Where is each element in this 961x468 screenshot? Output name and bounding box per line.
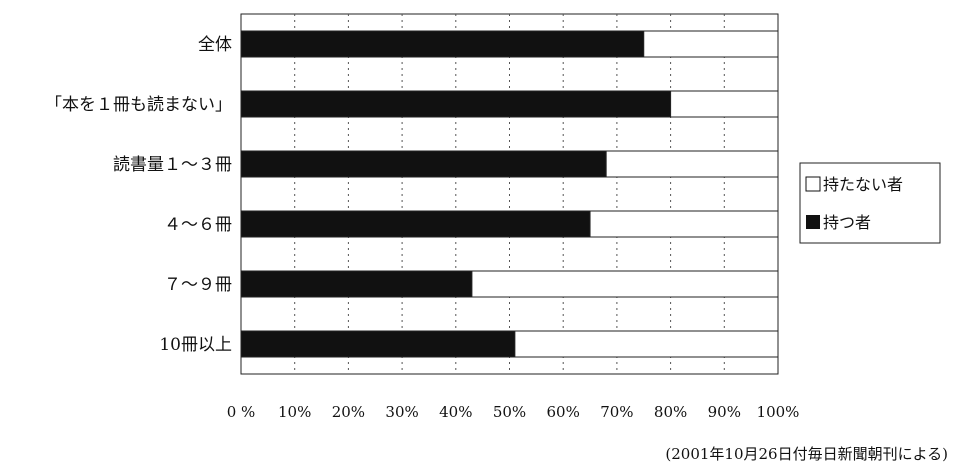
x-tick-label-90: 90% [708, 403, 741, 421]
x-tick-label-40: 40% [439, 403, 472, 421]
bar-none-5 [514, 330, 779, 358]
source-note: (2001年10月26日付毎日新聞朝刊による) [665, 445, 948, 463]
category-label-0: 全体 [198, 35, 232, 55]
legend: 持たない者 持つ者 [799, 162, 941, 244]
x-tick-label-10: 10% [278, 403, 311, 421]
x-tick-labels: 0 % 10% 20% 30% 40% 50% 60% 70% 80% 90% 100% [227, 403, 800, 421]
bar-have-4 [240, 270, 473, 298]
category-label-1: 「本を１冊も読まない」 [45, 95, 232, 115]
x-tick-label-80: 80% [654, 403, 687, 421]
legend-label-have: 持つ者 [823, 213, 871, 232]
bar-have-1 [240, 90, 672, 118]
legend-box [799, 162, 941, 244]
bar-none-0 [643, 30, 779, 58]
plot-area [240, 13, 779, 375]
bars [240, 30, 779, 358]
bar-have-3 [240, 210, 591, 238]
category-label-5: 10冊以上 [159, 335, 232, 355]
category-label-3: ４～６冊 [164, 215, 232, 235]
bar-none-3 [589, 210, 779, 238]
legend-swatch-none [805, 176, 821, 192]
legend-label-none: 持たない者 [823, 175, 903, 194]
category-label-2: 読書量１～３冊 [113, 155, 232, 175]
x-tick-label-100: 100% [757, 403, 800, 421]
x-tick-label-50: 50% [493, 403, 526, 421]
bar-have-5 [240, 330, 516, 358]
x-tick-label-30: 30% [385, 403, 418, 421]
x-tick-label-70: 70% [600, 403, 633, 421]
bar-none-2 [605, 150, 779, 178]
bar-none-4 [471, 270, 779, 298]
x-tick-label-20: 20% [332, 403, 365, 421]
legend-swatch-have [806, 215, 820, 229]
x-tick-label-60: 60% [547, 403, 580, 421]
x-tick-label-0: 0 % [227, 403, 256, 421]
bar-none-1 [670, 90, 779, 118]
category-label-4: ７～９冊 [164, 275, 232, 295]
category-labels: 全体「本を１冊も読まない」読書量１～３冊 ４～６冊 ７～９冊 10冊以上 [45, 35, 232, 355]
gridlines [294, 14, 725, 374]
bar-have-0 [240, 30, 645, 58]
bar-have-2 [240, 150, 607, 178]
